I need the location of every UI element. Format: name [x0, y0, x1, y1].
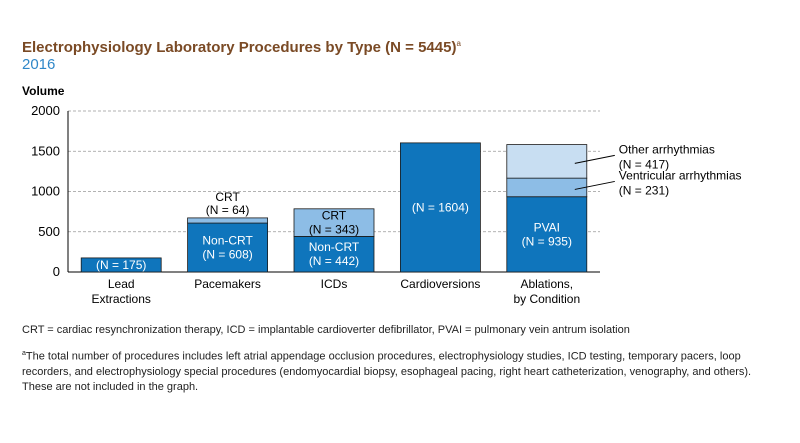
chart-title: Electrophysiology Laboratory Procedures … [22, 39, 461, 56]
x-tick-label: Extractions [92, 292, 151, 306]
footnote-marker: a [22, 350, 26, 357]
data-label: CRT [215, 190, 240, 204]
y-tick-label: 0 [53, 264, 60, 279]
callout-line [574, 154, 615, 164]
chart-title-text: Electrophysiology Laboratory Procedures … [22, 39, 457, 56]
bar-segment [293, 236, 375, 273]
data-label: PVAI [534, 220, 560, 234]
data-label: CRT [322, 209, 347, 223]
title-footnote-marker: a [456, 39, 461, 48]
footnote: aThe total number of procedures includes… [22, 346, 782, 395]
data-label: Ventricular arrhythmias [619, 168, 742, 182]
bar-segment [293, 208, 375, 237]
bar-segment [187, 217, 269, 224]
x-tick-label: Pacemakers [194, 277, 261, 291]
data-label: (N = 935) [522, 234, 572, 248]
footnote-text: The total number of procedures includes … [22, 350, 752, 393]
x-tick-label: ICDs [321, 277, 348, 291]
callout-line [574, 180, 615, 190]
stacked-bar-chart: 0 500 1000 1500 2000 (N = 175) LeadExtractions… [31, 103, 742, 306]
x-tick-label: Cardioversions [400, 277, 480, 291]
x-tick-label: Ablations, [520, 277, 573, 291]
data-label: Non-CRT [309, 240, 360, 254]
bar-segment [399, 142, 481, 273]
y-tick-label: 1000 [31, 184, 60, 199]
x-tick-label: by Condition [513, 292, 580, 306]
y-axis-label: Volume [22, 84, 65, 98]
data-label: (N = 1604) [412, 200, 469, 214]
data-label: (N = 608) [202, 248, 252, 262]
bar-segment [506, 144, 588, 179]
data-label: Other arrhythmias [619, 142, 715, 156]
bar-segment [506, 196, 588, 273]
chart-subtitle: 2016 [22, 56, 56, 73]
data-label: (N = 64) [206, 203, 250, 217]
data-label: (N = 417) [619, 157, 669, 171]
bar-segment [506, 177, 588, 198]
bar-segment [187, 222, 269, 273]
data-label: (N = 231) [619, 183, 669, 197]
bar-segment [80, 257, 162, 273]
data-label: (N = 343) [309, 223, 359, 237]
x-tick-label: Lead [108, 277, 135, 291]
data-label: Non-CRT [202, 234, 253, 248]
abbreviations-note: CRT = cardiac resynchronization therapy,… [22, 324, 630, 336]
data-label: (N = 442) [309, 254, 359, 268]
data-label: (N = 175) [96, 258, 146, 272]
y-tick-label: 1500 [31, 143, 60, 158]
y-tick-label: 2000 [31, 103, 60, 118]
y-tick-label: 500 [38, 224, 60, 239]
